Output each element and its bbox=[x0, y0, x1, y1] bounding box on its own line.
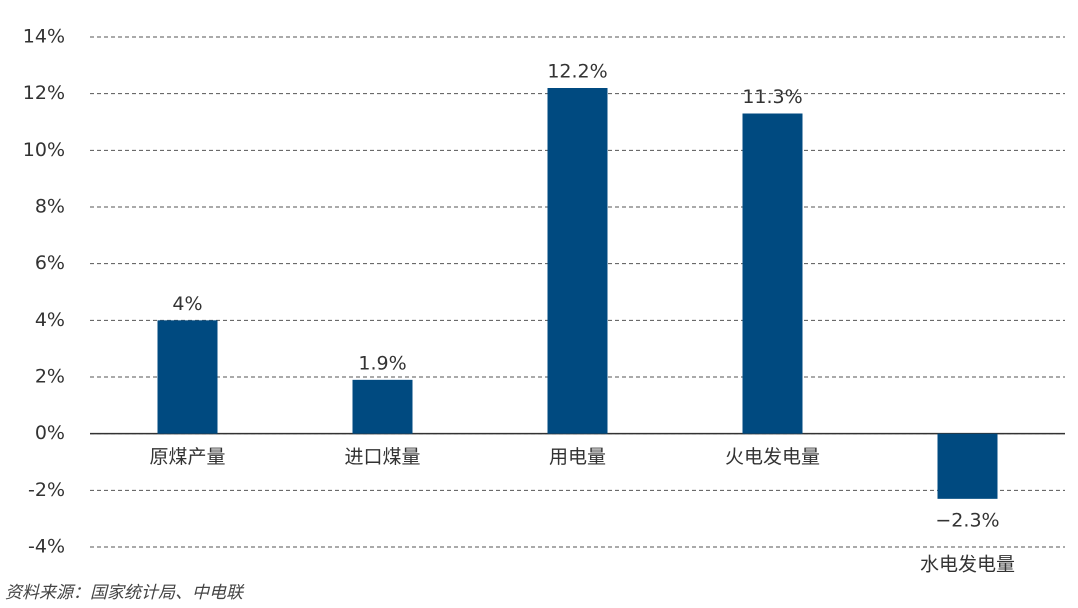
x-tick-label: 火电发电量 bbox=[725, 446, 820, 468]
source-note: 资料来源：国家统计局、中电联 bbox=[5, 583, 245, 603]
y-tick-label: 2% bbox=[35, 366, 65, 388]
bar bbox=[352, 379, 413, 434]
value-label: 4% bbox=[172, 293, 202, 315]
y-tick-label: -2% bbox=[28, 479, 65, 501]
y-tick-label: 12% bbox=[23, 82, 65, 104]
value-label: 1.9% bbox=[358, 352, 406, 374]
bar bbox=[157, 320, 218, 434]
y-tick-label: 10% bbox=[23, 139, 65, 161]
y-tick-label: 0% bbox=[35, 422, 65, 444]
y-tick-label: 6% bbox=[35, 252, 65, 274]
value-label: 11.3% bbox=[742, 86, 802, 108]
x-tick-label: 进口煤量 bbox=[344, 446, 420, 468]
bar bbox=[937, 433, 998, 499]
value-label: 12.2% bbox=[547, 61, 607, 83]
value-label: −2.3% bbox=[935, 509, 999, 531]
x-tick-label: 水电发电量 bbox=[920, 553, 1015, 575]
y-tick-label: 8% bbox=[35, 196, 65, 218]
bar bbox=[547, 88, 608, 434]
y-tick-label: 14% bbox=[23, 26, 65, 48]
y-tick-label: 4% bbox=[35, 309, 65, 331]
y-tick-label: -4% bbox=[28, 536, 65, 558]
bar bbox=[742, 113, 803, 434]
x-tick-label: 原煤产量 bbox=[149, 446, 225, 468]
x-tick-label: 用电量 bbox=[549, 446, 606, 468]
